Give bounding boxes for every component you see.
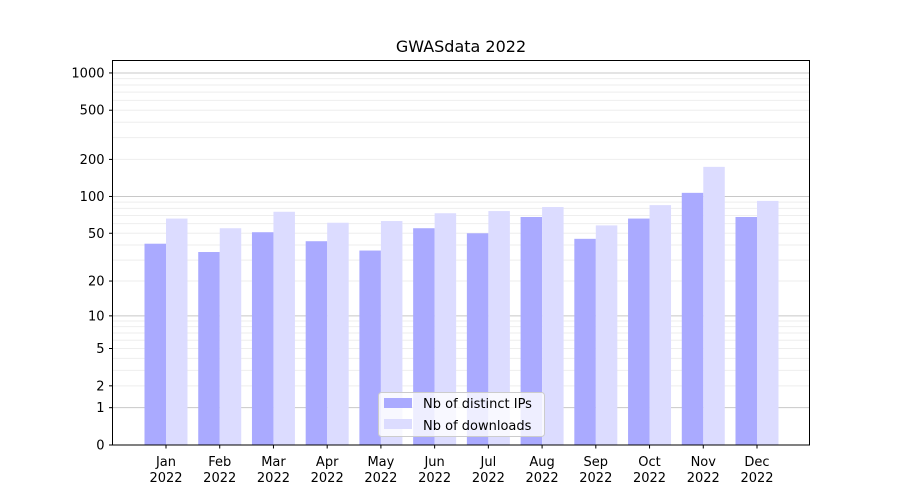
y-axis: 0 1 2 5 10 20 50 100 200 500 1000: [71, 66, 113, 454]
bars: [144, 166, 779, 445]
x-tick-label-year: 2022: [257, 471, 290, 486]
x-tick-label-month: Sep: [584, 455, 609, 470]
x-tick-label-year: 2022: [740, 471, 773, 486]
bar-distinct-ips: [735, 216, 757, 445]
bar-distinct-ips: [520, 216, 543, 445]
bar-distinct-ips: [628, 218, 650, 445]
bar-downloads: [434, 213, 457, 445]
x-tick-label-month: Mar: [261, 455, 286, 470]
x-tick-label-month: Jul: [480, 455, 497, 470]
y-tick-label: 100: [80, 190, 105, 205]
x-tick-label-year: 2022: [149, 471, 182, 486]
x-tick-label-month: Oct: [638, 455, 660, 470]
y-tick-label: 1000: [71, 66, 104, 81]
x-tick-label-year: 2022: [203, 471, 236, 486]
legend-swatch-ips: [384, 398, 412, 408]
bar-distinct-ips: [251, 232, 274, 445]
y-tick-label: 200: [80, 153, 105, 168]
y-tick-label: 20: [88, 275, 105, 290]
x-tick-label-year: 2022: [311, 471, 344, 486]
x-tick-label-month: Jan: [155, 455, 176, 470]
x-tick-label-year: 2022: [687, 471, 720, 486]
x-tick-label-month: Apr: [316, 455, 339, 470]
bar-distinct-ips: [144, 243, 166, 445]
bar-downloads: [757, 200, 779, 445]
bar-downloads: [380, 221, 403, 445]
legend-box: [378, 392, 545, 437]
bar-downloads: [703, 166, 725, 445]
bar-distinct-ips: [305, 241, 328, 445]
bar-downloads: [327, 222, 349, 445]
legend-swatch-downloads: [384, 419, 412, 429]
y-tick-label: 5: [96, 342, 104, 357]
y-tick-label: 1: [96, 401, 104, 416]
bar-downloads: [542, 207, 564, 445]
y-tick-label: 500: [80, 104, 105, 119]
y-tick-label: 10: [88, 309, 105, 324]
bar-downloads: [649, 205, 672, 445]
x-tick-label-year: 2022: [579, 471, 612, 486]
x-tick-label-month: Nov: [691, 455, 717, 470]
legend-label-ips: Nb of distinct IPs: [423, 397, 532, 412]
legend: Nb of distinct IPs Nb of downloads: [378, 392, 545, 437]
bar-distinct-ips: [198, 252, 220, 445]
x-tick-label-month: Aug: [529, 455, 554, 470]
x-tick-label-year: 2022: [472, 471, 505, 486]
plot-frame: [112, 60, 810, 446]
x-tick-label-year: 2022: [526, 471, 559, 486]
x-tick-label-year: 2022: [633, 471, 666, 486]
chart-title: GWASdata 2022: [396, 37, 526, 56]
x-tick-label-month: Jun: [423, 455, 444, 470]
y-tick-label: 0: [96, 439, 104, 454]
bar-distinct-ips: [359, 250, 381, 445]
x-axis: Jan2022Feb2022Mar2022Apr2022May2022Jun20…: [149, 445, 774, 486]
x-tick-label-month: May: [367, 455, 394, 470]
bar-downloads: [166, 218, 188, 445]
x-tick-label-month: Feb: [208, 455, 231, 470]
bar-downloads: [273, 211, 295, 445]
x-tick-label-month: Dec: [744, 455, 769, 470]
x-tick-label-year: 2022: [364, 471, 397, 486]
x-tick-label-year: 2022: [418, 471, 451, 486]
y-tick-label: 2: [96, 379, 104, 394]
bar-distinct-ips: [574, 238, 596, 445]
bar-distinct-ips: [413, 228, 435, 445]
bar-distinct-ips: [681, 192, 704, 445]
bar-downloads: [488, 211, 510, 445]
bar-downloads: [219, 228, 242, 445]
bar-downloads: [595, 225, 618, 445]
legend-label-downloads: Nb of downloads: [423, 419, 532, 434]
y-tick-label: 50: [88, 227, 105, 242]
